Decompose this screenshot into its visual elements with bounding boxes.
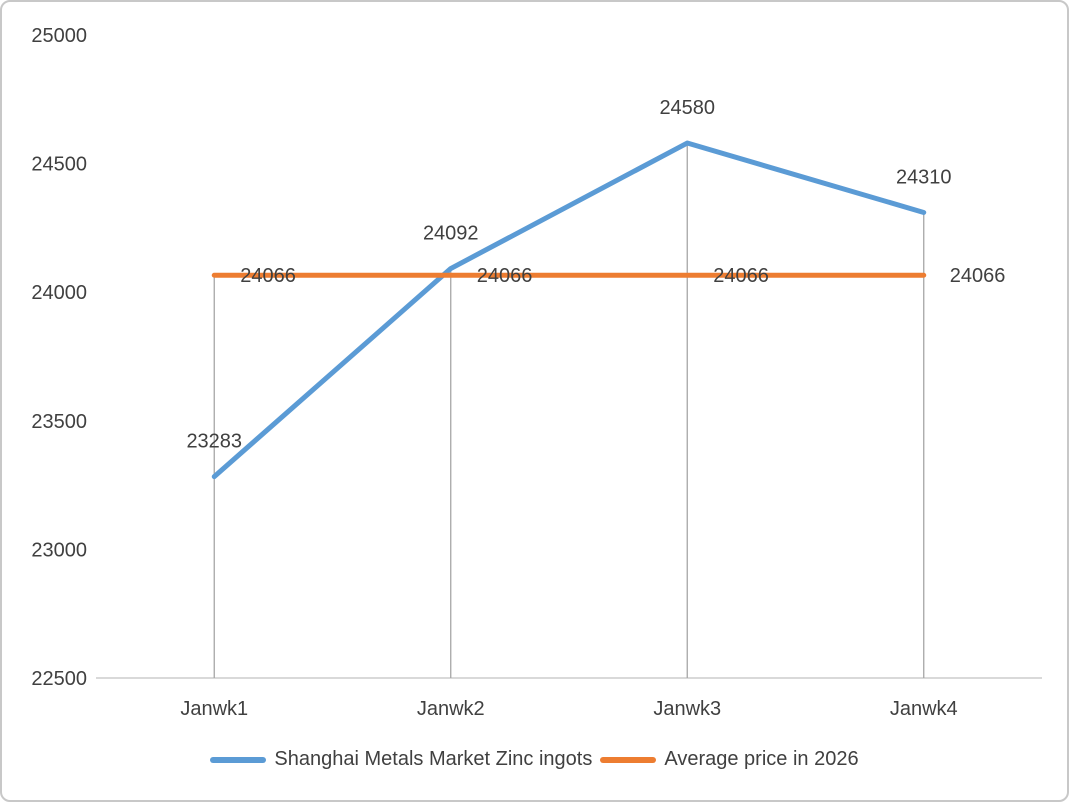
x-axis-category-label: Janwk3	[653, 698, 721, 720]
x-axis-category-label: Janwk4	[890, 698, 958, 720]
y-axis-tick-label: 23000	[31, 539, 87, 561]
x-axis-category-label: Janwk1	[180, 698, 248, 720]
data-label: 24066	[713, 265, 769, 287]
data-label: 24580	[659, 97, 715, 119]
data-label: 24310	[896, 166, 952, 188]
y-axis-tick-label: 24500	[31, 154, 87, 176]
y-axis-tick-label: 22500	[31, 668, 87, 690]
legend-label-shanghai-zinc: Shanghai Metals Market Zinc ingots	[274, 748, 593, 770]
chart-legend: Shanghai Metals Market Zinc ingots Avera…	[2, 748, 1067, 771]
data-label: 24092	[423, 223, 479, 245]
data-label: 24066	[240, 265, 296, 287]
x-axis-category-label: Janwk2	[417, 698, 485, 720]
y-axis-tick-label: 23500	[31, 411, 87, 433]
legend-item-shanghai-zinc[interactable]: Shanghai Metals Market Zinc ingots	[210, 748, 592, 771]
legend-line-swatch-blue	[210, 756, 267, 763]
legend-item-average-price[interactable]: Average price in 2026	[600, 748, 859, 771]
data-label: 23283	[186, 431, 242, 453]
data-label: 24066	[477, 265, 533, 287]
legend-label-average-price: Average price in 2026	[664, 748, 859, 770]
legend-line-swatch-orange	[600, 756, 657, 763]
series-line-0[interactable]	[211, 140, 927, 480]
y-axis-tick-label: 24000	[31, 282, 87, 304]
data-label: 24066	[950, 265, 1006, 287]
y-axis-tick-label: 25000	[31, 25, 87, 47]
